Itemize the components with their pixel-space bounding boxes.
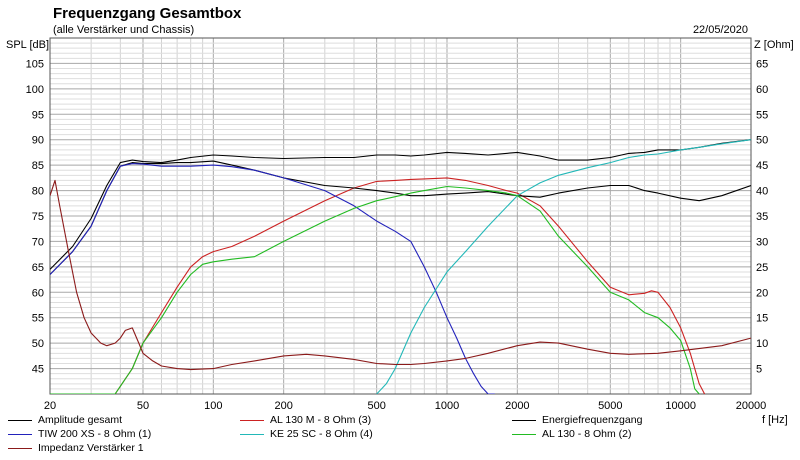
series-line-7 xyxy=(50,179,751,371)
legend-item: TIW 200 XS - 8 Ohm (1) xyxy=(8,428,151,440)
y-tick-left: 90 xyxy=(32,135,44,147)
y-tick-left: 65 xyxy=(32,262,44,274)
y-tick-right: 40 xyxy=(756,186,768,198)
y-tick-right: 15 xyxy=(756,313,768,325)
y-tick-right: 10 xyxy=(756,338,768,350)
x-tick: 20000 xyxy=(736,400,767,412)
y-tick-left: 50 xyxy=(32,338,44,350)
y-tick-right: 20 xyxy=(756,287,768,299)
legend-item: AL 130 M - 8 Ohm (3) xyxy=(240,414,371,426)
y-tick-right: 25 xyxy=(756,262,768,274)
legend-swatch xyxy=(8,447,32,449)
y-tick-left: 55 xyxy=(32,313,44,325)
y-tick-right: 60 xyxy=(756,84,768,96)
legend-item: Impedanz Verstärker 1 xyxy=(8,442,144,454)
chart-date: 22/05/2020 xyxy=(692,24,748,36)
x-tick: 20 xyxy=(44,400,56,412)
legend-label: Impedanz Verstärker 1 xyxy=(38,442,144,454)
legend-label: TIW 200 XS - 8 Ohm (1) xyxy=(38,428,152,440)
legend-label: KE 25 SC - 8 Ohm (4) xyxy=(270,428,373,440)
legend-item: Amplitude gesamt xyxy=(8,414,122,426)
legend-label: AL 130 - 8 Ohm (2) xyxy=(542,428,632,440)
y-tick-left: 75 xyxy=(32,211,44,223)
y-tick-left: 85 xyxy=(32,160,44,172)
x-tick: 1000 xyxy=(435,400,459,412)
y-axis-label-right: Z [Ohm] xyxy=(754,39,794,51)
legend-item: Energiefrequenzgang xyxy=(512,414,642,426)
legend-swatch xyxy=(8,419,32,421)
legend-swatch xyxy=(8,433,32,435)
y-axis-label-left: SPL [dB] xyxy=(6,39,49,51)
y-tick-right: 50 xyxy=(756,135,768,147)
y-tick-right: 5 xyxy=(756,364,762,376)
x-tick: 50 xyxy=(137,400,149,412)
legend-item: KE 25 SC - 8 Ohm (4) xyxy=(240,428,373,440)
legend-swatch xyxy=(512,419,536,421)
y-tick-left: 70 xyxy=(32,236,44,248)
legend-item: AL 130 - 8 Ohm (2) xyxy=(512,428,631,440)
chart-title: Frequenzgang Gesamtbox xyxy=(53,5,242,22)
series-line-6 xyxy=(50,185,700,394)
x-tick: 500 xyxy=(367,400,385,412)
series-line-5 xyxy=(376,139,751,394)
y-tick-left: 60 xyxy=(32,287,44,299)
chart-subtitle: (alle Verstärker und Chassis) xyxy=(53,24,195,36)
plot-frame xyxy=(49,37,752,395)
legend-label: Amplitude gesamt xyxy=(38,414,123,426)
y-tick-right: 35 xyxy=(756,211,768,223)
series-line-2 xyxy=(50,177,706,394)
legend-label: Energiefrequenzgang xyxy=(542,414,643,426)
x-tick: 200 xyxy=(274,400,292,412)
x-tick: 100 xyxy=(204,400,222,412)
x-axis-label: f [Hz] xyxy=(762,414,788,426)
y-tick-left: 100 xyxy=(26,84,44,96)
series-line-3 xyxy=(50,160,751,275)
series-line-1 xyxy=(50,139,751,270)
y-tick-left: 105 xyxy=(26,58,44,70)
x-tick: 5000 xyxy=(598,400,622,412)
series-line-4 xyxy=(50,163,495,394)
legend-swatch xyxy=(240,419,264,421)
chart-legend: Amplitude gesamt AL 130 M - 8 Ohm (3) Ener… xyxy=(0,414,800,460)
y-tick-right: 65 xyxy=(756,58,768,70)
legend-swatch xyxy=(240,433,264,435)
x-tick: 2000 xyxy=(505,400,529,412)
x-tick: 10000 xyxy=(665,400,696,412)
y-tick-left: 95 xyxy=(32,109,44,121)
legend-label: AL 130 M - 8 Ohm (3) xyxy=(270,414,372,426)
y-tick-left: 45 xyxy=(32,364,44,376)
legend-swatch xyxy=(512,433,536,435)
y-tick-right: 30 xyxy=(756,236,768,248)
y-tick-right: 45 xyxy=(756,160,768,172)
y-tick-left: 80 xyxy=(32,186,44,198)
y-tick-right: 55 xyxy=(756,109,768,121)
